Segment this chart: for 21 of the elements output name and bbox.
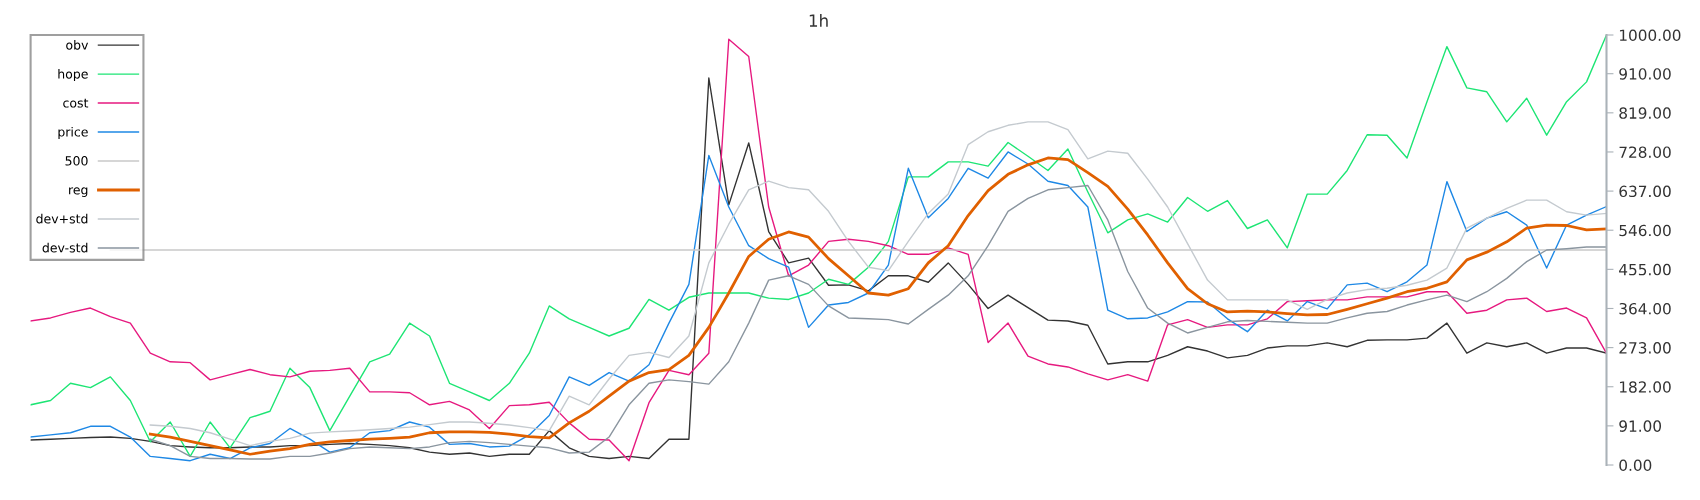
legend-label: reg (69, 187, 88, 197)
legend-label: cost (63, 98, 89, 108)
y-tick-label: 364.00 (1619, 302, 1671, 315)
legend-label: obv (66, 40, 89, 50)
y-tick-label: 455.00 (1619, 263, 1671, 276)
legend-label: dev+std (36, 213, 88, 224)
legend-label: 500 (65, 156, 88, 166)
y-tick-label: 546.00 (1619, 224, 1671, 237)
legend-label: hope (58, 68, 88, 82)
y-tick-label: 728.00 (1619, 146, 1671, 158)
legend-label: price (58, 126, 88, 140)
y-tick-label: 637.00 (1619, 185, 1671, 198)
y-tick-label: 910.00 (1619, 68, 1671, 80)
y-tick-label: 182.00 (1619, 381, 1671, 393)
y-tick-label: 91.00 (1619, 420, 1662, 432)
legend-label: dev-std (42, 242, 88, 253)
y-tick-label: 273.00 (1619, 342, 1671, 354)
chart-title: 1h (809, 14, 828, 27)
y-tick-label: 819.00 (1619, 107, 1671, 119)
y-tick-label: 1000.00 (1619, 29, 1681, 42)
y-tick-label: 0.00 (1619, 459, 1652, 472)
